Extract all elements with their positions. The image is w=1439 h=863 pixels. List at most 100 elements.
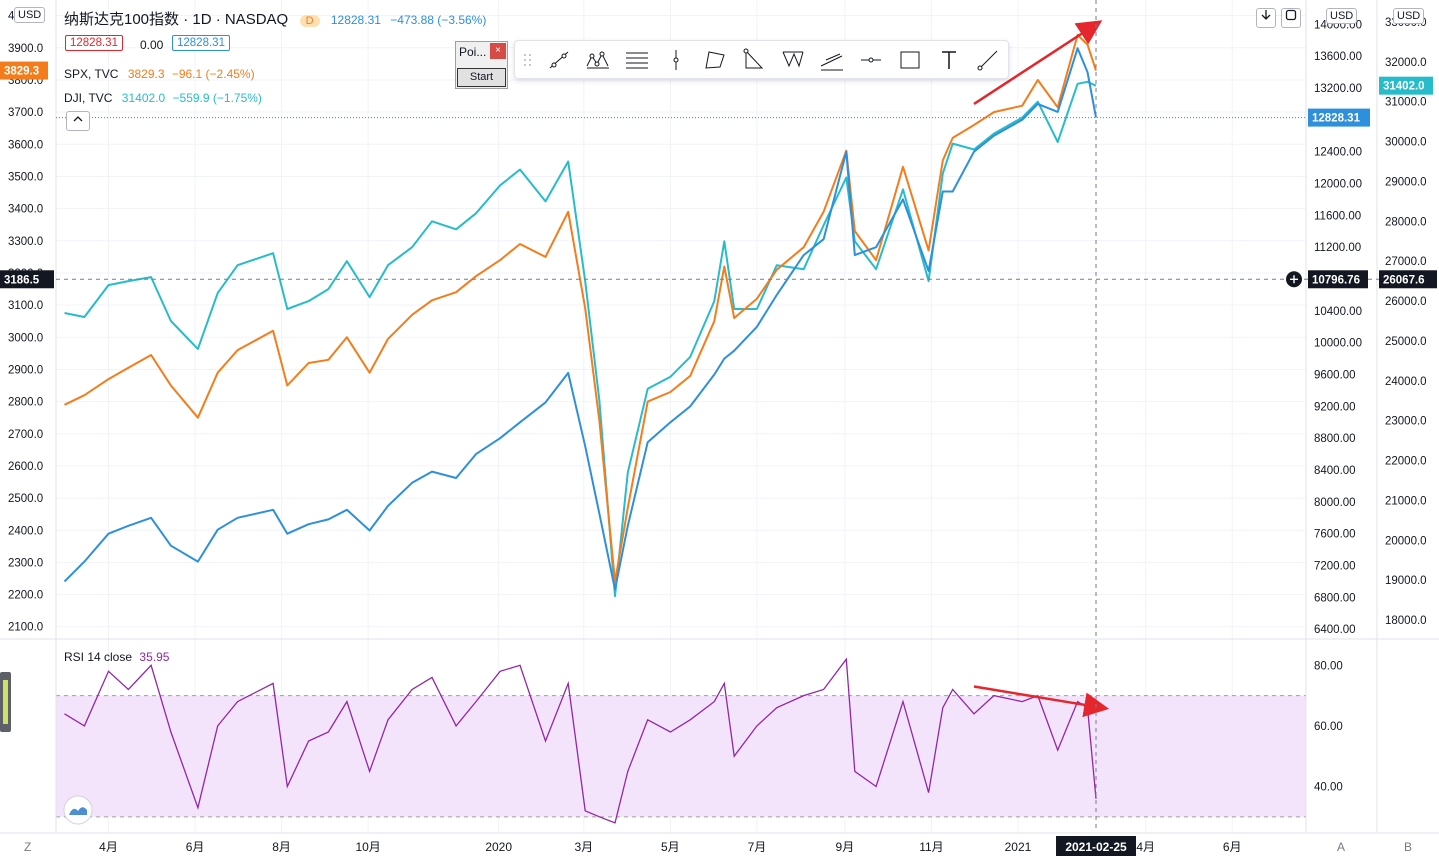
right-tick-label: 22000.0 (1385, 456, 1427, 468)
left-tick-label: 2200.0 (8, 590, 43, 602)
drag-handle-icon[interactable] (523, 53, 533, 67)
dji-price-tag: 31402.0 (1379, 76, 1433, 95)
drawing-toolbar[interactable] (514, 40, 1009, 79)
legend-spx-change: −96.1 (−2.45%) (171, 67, 255, 81)
last-price: 12828.31 (330, 13, 381, 27)
maximize-button[interactable] (1281, 8, 1301, 28)
popup-title: Poi... (459, 45, 487, 59)
tradingview-logo-icon[interactable] (63, 795, 93, 825)
left-tick-label: 3000.0 (8, 332, 43, 344)
rsi-line (64, 657, 1097, 824)
legend-spx-value: 3829.3 (127, 67, 165, 81)
middle-tick-label: 9600.00 (1314, 370, 1356, 382)
b-scale-button[interactable]: B (1404, 840, 1413, 854)
x-tick-label: 11月 (919, 840, 943, 854)
spx-price-tag-bg (0, 61, 48, 80)
left-tick-label: 2400.0 (8, 525, 43, 537)
trend-line-icon[interactable] (545, 46, 573, 74)
ndx-series-line (63, 47, 1097, 591)
rectangle-icon[interactable] (896, 46, 924, 74)
scroll-down-button[interactable] (1256, 8, 1276, 28)
arrow-down-icon (1261, 10, 1271, 20)
dji-series-line (64, 80, 1097, 598)
parallel-channel-icon[interactable] (818, 46, 846, 74)
middle-usd-label[interactable]: USD (1326, 8, 1358, 24)
x-tick-label: 2021 (1005, 840, 1032, 854)
left-usd-label[interactable]: USD (14, 7, 46, 23)
polyline-icon[interactable] (701, 46, 729, 74)
rsi-band (56, 695, 1306, 818)
crosshair-left-label: 3186.5 (0, 270, 54, 289)
x-tick-label: 4月 (99, 840, 118, 854)
middle-tick-label: 12400.00 (1314, 147, 1362, 159)
right-tick-label: 32000.0 (1385, 57, 1427, 69)
pane-resize-handle-icon[interactable] (0, 672, 12, 732)
middle-tick-label: 9200.00 (1314, 401, 1356, 413)
rsi-legend[interactable]: RSI 14 close 35.95 (64, 650, 169, 664)
interval-badge[interactable]: D (299, 15, 320, 27)
x-tick-label: 7月 (748, 840, 767, 854)
x-tick-label: 10月 (355, 840, 380, 854)
rsi-tick-label: 60.00 (1314, 721, 1343, 733)
crosshair-date-label: 2021-02-25 (1056, 836, 1137, 856)
horizontal-line-icon[interactable] (857, 46, 885, 74)
chevron-up-icon (73, 116, 83, 122)
left-tick-label: 3700.0 (8, 107, 43, 119)
collapse-legend-button[interactable] (66, 111, 90, 131)
vertical-line-icon[interactable] (662, 46, 690, 74)
text-tool-icon[interactable] (935, 46, 963, 74)
dji-price-tag-bg (1379, 76, 1433, 95)
ray-icon[interactable] (974, 46, 1002, 74)
left-tick-label: 3900.0 (8, 43, 43, 55)
crosshair-right-label: 26067.6 (1379, 270, 1437, 289)
middle-tick-label: 8400.00 (1314, 465, 1356, 477)
right-tick-label: 23000.0 (1385, 416, 1427, 428)
crosshair-mid-label-bg (1308, 270, 1368, 289)
crosshair-left-label-text: 3186.5 (4, 274, 40, 286)
spread-value: 0.00 (140, 38, 164, 52)
crosshair-mid-label: 10796.76 (1308, 270, 1368, 289)
legend-dji-change: −559.9 (−1.75%) (172, 91, 262, 105)
middle-tick-label: 10000.00 (1314, 338, 1362, 350)
right-tick-label: 30000.0 (1385, 137, 1427, 149)
middle-tick-label: 13600.00 (1314, 51, 1362, 63)
rsi-tick-label: 40.00 (1314, 782, 1343, 794)
crosshair-left-label-bg (0, 270, 54, 289)
left-tick-label: 2600.0 (8, 461, 43, 473)
ask-box[interactable]: 12828.31 (172, 35, 230, 51)
middle-tick-label: 7200.00 (1314, 561, 1356, 573)
right-usd-label[interactable]: USD (1393, 8, 1425, 24)
middle-tick-label: 8800.00 (1314, 433, 1356, 445)
fib-retracement-icon[interactable] (623, 46, 651, 74)
legend-spx[interactable]: SPX, TVC 3829.3 −96.1 (−2.45%) (64, 67, 255, 81)
triangle-icon[interactable] (740, 46, 768, 74)
left-tick-label: 3600.0 (8, 139, 43, 151)
spx-price-tag-text: 3829.3 (4, 66, 39, 78)
auto-scale-button[interactable]: A (1337, 840, 1346, 854)
add-alert-icon (1286, 271, 1302, 288)
right-tick-label: 29000.0 (1385, 176, 1427, 188)
left-tick-label: 3500.0 (8, 171, 43, 183)
x-tick-label: 6月 (186, 840, 205, 854)
legend-dji[interactable]: DJI, TVC 31402.0 −559.9 (−1.75%) (64, 91, 262, 105)
pattern-icon[interactable] (584, 46, 612, 74)
ndx-price-tag: 12828.31 (1308, 108, 1370, 127)
dji-price-tag-text: 31402.0 (1383, 81, 1425, 93)
point-popup[interactable]: Poi... × Start (455, 41, 508, 89)
middle-tick-label: 11200.00 (1314, 242, 1361, 254)
popup-start-button[interactable]: Start (457, 68, 506, 87)
left-tick-label: 2900.0 (8, 364, 43, 376)
bottom-left-letter[interactable]: Z (24, 840, 32, 854)
middle-tick-label: 10400.00 (1314, 306, 1362, 318)
left-tick-label: 2500.0 (8, 493, 43, 505)
left-tick-label: 2700.0 (8, 429, 43, 441)
bid-box[interactable]: 12828.31 (65, 35, 123, 51)
x-tick-label: 8月 (272, 840, 291, 854)
right-tick-label: 18000.0 (1385, 615, 1427, 627)
ndx-price-tag-bg (1308, 108, 1370, 127)
popup-close-button[interactable]: × (490, 43, 506, 59)
rsi-arrow (973, 685, 1110, 718)
xabcd-pattern-icon[interactable] (779, 46, 807, 74)
